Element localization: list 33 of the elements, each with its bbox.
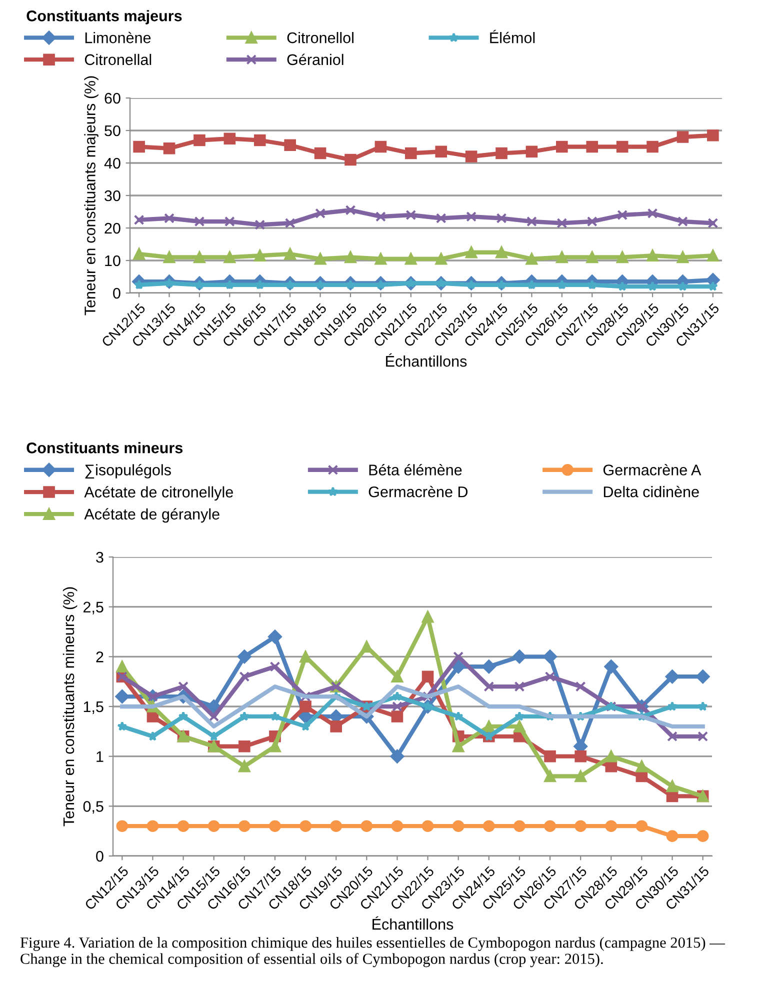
y-tick-label: 0 xyxy=(96,850,104,862)
legend-label: Acétate de géranyle xyxy=(84,508,220,523)
y-tick-label: 10 xyxy=(105,255,120,266)
legend-label: Élémol xyxy=(490,30,535,44)
legend-label: Delta cidinène xyxy=(604,486,699,498)
legend-label: Citronellol xyxy=(287,32,354,44)
y-tick-label: 3 xyxy=(96,552,104,563)
legend-label: Citronellal xyxy=(84,54,152,66)
legend-label: Germacrène D xyxy=(368,486,468,498)
legend-label: ∑isopulégols xyxy=(85,464,171,478)
y-tick-label: 0 xyxy=(113,288,120,299)
legend-label: Germacrène A xyxy=(603,464,702,476)
legend-label: Béta élémène xyxy=(369,464,462,476)
y-axis-title: Teneur en constituants mineurs (%) xyxy=(62,587,78,826)
legend-title: Constituants mineurs xyxy=(26,442,183,454)
x-axis-title: Échantillons xyxy=(372,916,454,930)
y-tick-label: 2 xyxy=(96,652,104,662)
legend-label: Acétate de citronellyle xyxy=(84,486,233,501)
legend-label: Géraniol xyxy=(287,54,344,66)
y-axis-title: Teneur en constituants majeurs (%) xyxy=(84,76,98,316)
y-tick-label: 1,5 xyxy=(84,702,104,714)
y-tick-label: 1 xyxy=(96,751,104,762)
y-tick-label: 60 xyxy=(104,92,120,104)
y-tick-label: 20 xyxy=(104,222,120,234)
y-tick-label: 2,5 xyxy=(84,602,104,614)
x-axis-title: Échantillons xyxy=(386,353,467,367)
y-tick-label: 40 xyxy=(104,158,120,169)
legend-label: Limonène xyxy=(85,32,151,44)
y-tick-label: 30 xyxy=(104,190,120,202)
y-tick-label: 50 xyxy=(104,125,120,136)
caption: Figure 4. Variation de la composition chimique des huiles essentielles de Cymbopogon nardus (campagne 2015) — Change in the chemical composition of essential oils of Cymbopogon nardus (crop year: 2015). xyxy=(20,937,726,968)
legend-title: Constituants majeurs xyxy=(26,10,182,24)
y-tick-label: 0,5 xyxy=(83,801,104,814)
